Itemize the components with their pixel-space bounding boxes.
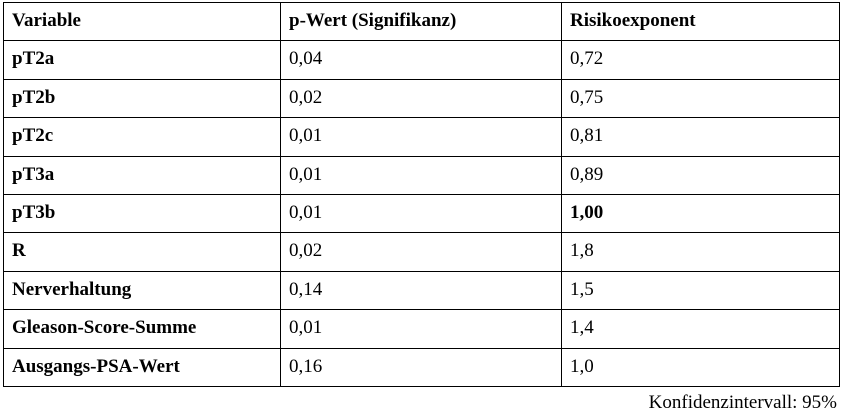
row-risk-exponent: 1,5: [561, 270, 840, 311]
header-p-value: p-Wert (Signifikanz): [280, 1, 562, 42]
row-risk-exponent: 0,72: [561, 40, 840, 80]
row-risk-exponent: 0,75: [561, 78, 840, 119]
table-row: Ausgangs-PSA-Wert 0,16 1,0: [3, 347, 840, 387]
row-variable: R: [3, 232, 281, 272]
row-variable: Gleason-Score-Summe: [3, 309, 281, 349]
row-risk-exponent: 0,89: [561, 155, 840, 195]
header-risk-exponent: Risikoexponent: [561, 1, 840, 42]
row-p-value: 0,04: [280, 40, 562, 80]
table-row: pT2c 0,01 0,81: [3, 117, 840, 157]
row-variable: pT2a: [3, 40, 281, 80]
row-p-value: 0,01: [280, 155, 562, 195]
results-table: Variable p-Wert (Signifikanz) Risikoexpo…: [3, 1, 840, 387]
row-p-value: 0,02: [280, 232, 562, 272]
row-variable: Ausgangs-PSA-Wert: [3, 347, 281, 387]
row-risk-exponent: 1,00: [561, 193, 840, 234]
row-risk-exponent: 1,0: [561, 347, 840, 387]
row-risk-exponent: 1,8: [561, 232, 840, 272]
row-p-value: 0,01: [280, 193, 562, 234]
table-row: pT2b 0,02 0,75: [3, 78, 840, 119]
table-row: Gleason-Score-Summe 0,01 1,4: [3, 309, 840, 349]
header-variable: Variable: [3, 1, 281, 42]
row-variable: pT2c: [3, 117, 281, 157]
row-p-value: 0,16: [280, 347, 562, 387]
row-risk-exponent: 0,81: [561, 117, 840, 157]
table-row: Nerverhaltung 0,14 1,5: [3, 270, 840, 311]
table-row: pT3b 0,01 1,00: [3, 193, 840, 234]
row-variable: pT3b: [3, 193, 281, 234]
row-p-value: 0,14: [280, 270, 562, 311]
table-row: pT3a 0,01 0,89: [3, 155, 840, 195]
row-variable: Nerverhaltung: [3, 270, 281, 311]
row-p-value: 0,01: [280, 309, 562, 349]
row-p-value: 0,02: [280, 78, 562, 119]
row-p-value: 0,01: [280, 117, 562, 157]
row-variable: pT2b: [3, 78, 281, 119]
row-risk-exponent: 1,4: [561, 309, 840, 349]
table-row: pT2a 0,04 0,72: [3, 40, 840, 80]
table-row: R 0,02 1,8: [3, 232, 840, 272]
table-header-row: Variable p-Wert (Signifikanz) Risikoexpo…: [3, 1, 840, 42]
confidence-interval-note: Konfidenzintervall: 95%: [648, 392, 837, 413]
row-variable: pT3a: [3, 155, 281, 195]
